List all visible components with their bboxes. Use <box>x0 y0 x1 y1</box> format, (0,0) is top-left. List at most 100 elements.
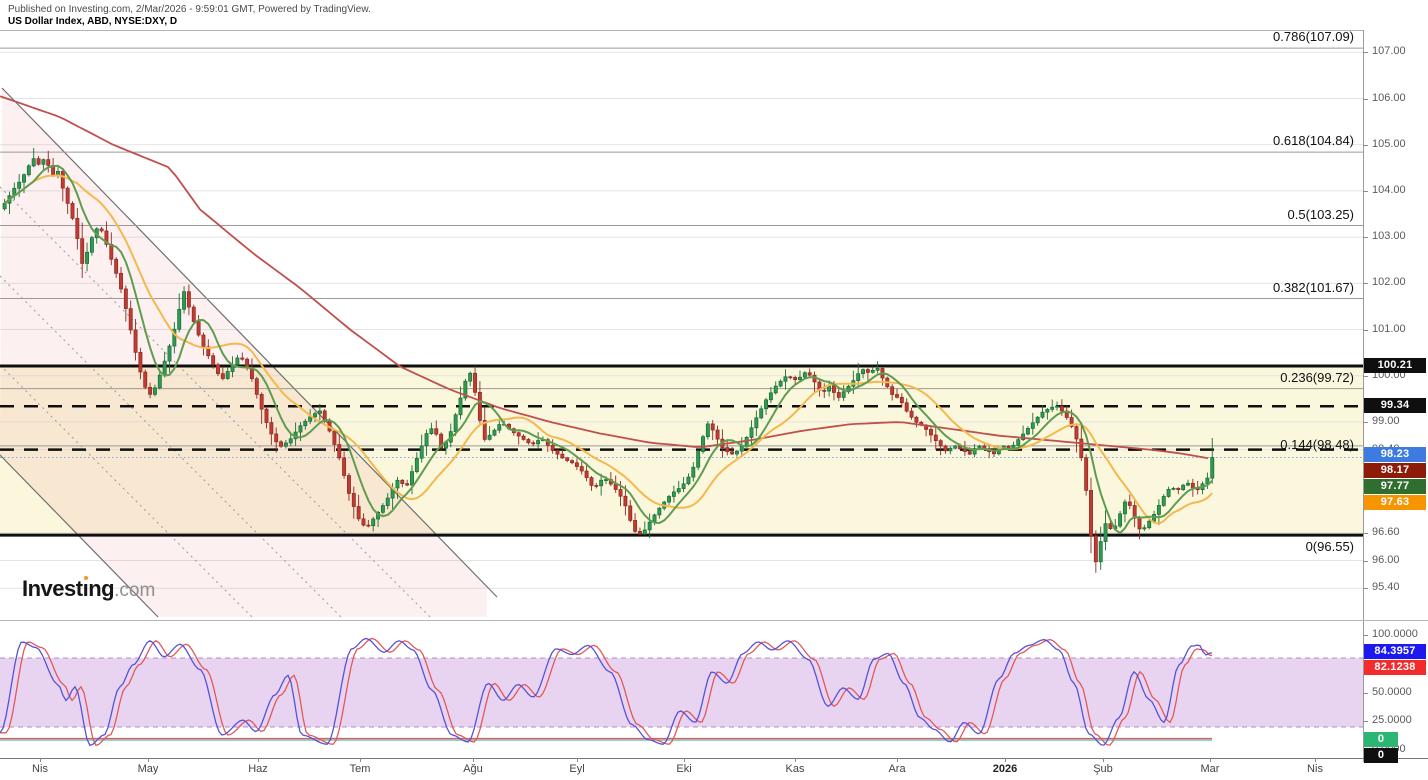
candle-body <box>473 372 478 393</box>
candle-body <box>342 457 347 476</box>
candle-body <box>584 470 589 478</box>
candle-body <box>691 466 696 478</box>
candle-body <box>279 441 284 447</box>
candle-body <box>60 170 65 189</box>
candle-body <box>410 471 414 486</box>
candle-body <box>419 445 424 459</box>
stochastic-canvas[interactable] <box>0 0 1363 780</box>
candle-body <box>521 435 526 440</box>
channel-fill <box>0 88 487 617</box>
candle-body <box>317 410 322 414</box>
candle-body <box>1210 457 1215 479</box>
price-axis[interactable] <box>1363 30 1428 762</box>
month-label: Nis <box>32 763 48 775</box>
candle-body <box>1045 408 1050 413</box>
candle-body <box>453 414 458 432</box>
logo-orange-dot: ı <box>82 576 89 601</box>
candle-body <box>599 479 604 487</box>
candle-body <box>992 451 996 455</box>
candle-body <box>1108 523 1113 529</box>
candle-body <box>710 423 715 431</box>
candle-body <box>933 434 938 441</box>
candle-body <box>1055 405 1059 408</box>
candle-body <box>715 429 720 440</box>
candle-body <box>928 429 933 436</box>
month-label: Şub <box>1093 763 1113 775</box>
candle-body <box>123 288 128 309</box>
candle-body <box>1016 439 1021 446</box>
chart-top-border <box>0 30 1363 31</box>
candle-body <box>31 158 36 167</box>
candle-body <box>822 390 827 392</box>
month-label: Haz <box>248 763 268 775</box>
candle-body <box>143 371 148 388</box>
month-label: Ara <box>888 763 906 775</box>
candle-body <box>764 399 769 410</box>
channel-upper-line <box>1 87 498 598</box>
candle-body <box>642 529 647 535</box>
candle-body <box>1166 489 1171 497</box>
candle-body <box>99 228 104 232</box>
month-label: May <box>137 763 159 775</box>
candle-body <box>754 417 759 429</box>
candle-body <box>836 392 841 398</box>
candle-body <box>1098 541 1103 563</box>
candle-body <box>468 372 473 382</box>
candle-body <box>1186 482 1190 486</box>
candle-body <box>962 448 967 452</box>
candle-body <box>303 420 308 427</box>
candle-body <box>308 416 313 422</box>
month-label: Eki <box>676 763 692 775</box>
candle-body <box>313 413 317 418</box>
candle-body <box>104 230 109 245</box>
candle-body <box>65 187 70 204</box>
candle-body <box>967 451 972 455</box>
candle-body <box>589 477 594 486</box>
candle-body <box>570 460 575 464</box>
candle-body <box>182 291 186 310</box>
candle-body <box>429 428 434 434</box>
candle-body <box>1069 417 1074 427</box>
month-label: 2026 <box>992 763 1018 775</box>
candle-body <box>119 272 123 290</box>
ma-long-red <box>0 95 1209 460</box>
stoch-band <box>0 658 1363 727</box>
time-axis[interactable]: Nis May Haz Tem Ağu Eyl Eki Kas Ara 2026 Şub Mar Nis <box>0 758 1428 780</box>
candle-body <box>385 497 390 506</box>
candle-body <box>856 373 861 381</box>
candle-body <box>701 436 705 452</box>
candle-body <box>148 386 153 395</box>
candle-body <box>371 518 376 527</box>
candle-body <box>1035 416 1040 424</box>
candle-body <box>477 391 482 421</box>
candle-body <box>1025 428 1030 435</box>
main-chart-canvas[interactable] <box>0 0 1363 780</box>
candle-body <box>681 483 686 489</box>
candle-body <box>768 392 773 401</box>
candle-body <box>177 308 182 330</box>
candle-body <box>783 376 788 382</box>
candle-body <box>1030 422 1035 429</box>
candle-body <box>405 483 410 486</box>
candle-body <box>895 394 899 398</box>
candle-body <box>36 158 41 165</box>
candle-body <box>1021 433 1026 440</box>
candle-body <box>128 308 133 331</box>
candle-body <box>560 453 565 459</box>
month-label: Tem <box>349 763 371 775</box>
candle-body <box>114 258 119 274</box>
candle-body <box>623 495 628 507</box>
candle-body <box>1089 490 1093 537</box>
candle-body <box>938 440 943 447</box>
candle-body <box>254 378 259 395</box>
candle-body <box>875 368 880 371</box>
candle-body <box>347 475 351 494</box>
investing-logo: Investıng.com <box>22 576 156 601</box>
candle-body <box>492 429 497 436</box>
candle-body <box>380 505 385 513</box>
candle-body <box>861 369 866 375</box>
published-line: Published on Investing.com, 2/Mar/2026 -… <box>8 4 371 15</box>
candle-body <box>671 491 676 497</box>
candle-body <box>793 377 798 381</box>
candle-body <box>953 445 958 449</box>
